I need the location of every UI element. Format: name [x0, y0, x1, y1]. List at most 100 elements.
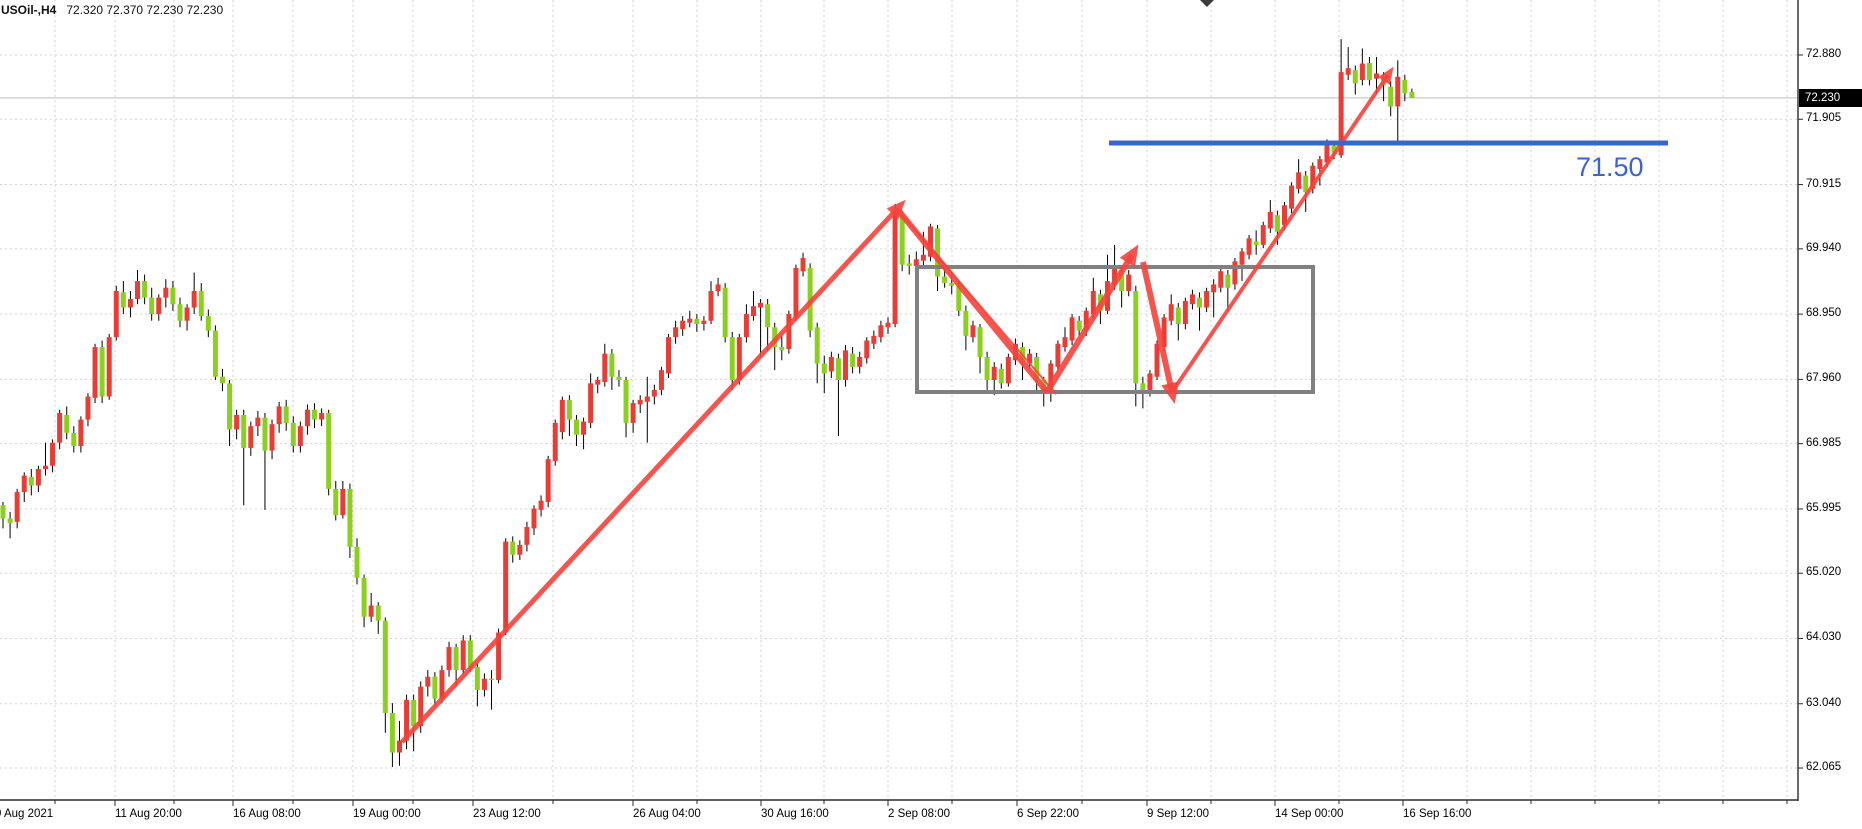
bearish-candle [835, 358, 841, 381]
bearish-candle [956, 285, 962, 311]
shift-marker-layer [1200, 0, 1214, 7]
chart-title: USOil-,H4 72.320 72.370 72.230 72.230 [1, 3, 223, 17]
bullish-candle [552, 422, 558, 462]
bullish-candle [1147, 373, 1153, 392]
bearish-candle [0, 505, 6, 519]
bearish-candle [170, 287, 176, 305]
bullish-candle [78, 419, 84, 446]
bearish-candle [942, 276, 948, 284]
price-axis-label: 62.065 [1806, 761, 1842, 774]
bearish-candle [1076, 320, 1082, 331]
bullish-candle [1154, 343, 1160, 377]
rectangle-annotation-layer [915, 265, 1315, 394]
bullish-candle [878, 325, 884, 338]
bullish-candle [715, 284, 721, 292]
bullish-candle [581, 421, 587, 435]
bearish-candle [566, 399, 572, 420]
bullish-candle [680, 320, 686, 330]
bullish-candle [1083, 310, 1089, 331]
bullish-candle [786, 314, 792, 350]
bullish-candle [743, 314, 749, 338]
bullish-candle [1359, 63, 1365, 81]
bearish-candle [1388, 86, 1394, 107]
bearish-candle [7, 518, 13, 524]
time-axis-label: 11 Aug 20:00 [115, 808, 182, 820]
bearish-candle [1119, 271, 1125, 292]
bullish-candle [1218, 271, 1224, 288]
bullish-candle [319, 412, 325, 420]
bearish-candle [984, 356, 990, 381]
bullish-candle [1345, 68, 1351, 75]
trend-line-annotation[interactable] [400, 206, 900, 744]
axes-layer [0, 0, 1803, 806]
bullish-candle [1324, 142, 1330, 163]
bearish-candle [765, 304, 771, 328]
bullish-candle [1395, 76, 1401, 107]
bullish-candle [630, 403, 636, 423]
bearish-candle [998, 368, 1004, 384]
bearish-candle [120, 292, 126, 308]
bearish-candle [1034, 356, 1040, 381]
bullish-candle [1211, 284, 1217, 293]
bearish-candle [1303, 175, 1309, 193]
hline-price-annotation-label[interactable]: 71.50 [1576, 152, 1644, 182]
bullish-candle [637, 399, 643, 405]
bullish-candle [1289, 185, 1295, 209]
bearish-candle [326, 412, 332, 489]
bearish-candle [1197, 297, 1203, 308]
price-axis-label: 66.985 [1806, 436, 1842, 449]
bearish-candle [489, 678, 495, 681]
bearish-candle [432, 676, 438, 699]
consolidation-box-annotation[interactable] [915, 265, 1315, 394]
price-axis-label: 64.030 [1806, 631, 1842, 644]
trend-line-annotation[interactable] [1170, 73, 1390, 394]
bullish-candle [1126, 274, 1132, 292]
bearish-candle [510, 541, 516, 555]
bearish-candle [1253, 241, 1259, 245]
bearish-candle [283, 406, 289, 423]
time-axis-label: 6 Sep 22:00 [1017, 808, 1080, 820]
bearish-candle [142, 281, 148, 298]
bullish-candle [404, 699, 410, 741]
bullish-candle [1260, 225, 1266, 245]
bullish-candle [871, 335, 877, 344]
bullish-candle [517, 544, 523, 555]
bullish-candle [687, 318, 693, 323]
bearish-candle [177, 304, 183, 321]
bearish-candle [729, 337, 735, 381]
bullish-candle [304, 409, 310, 427]
bullish-candle [970, 325, 976, 338]
bullish-candle [927, 226, 933, 257]
bearish-candle [241, 414, 247, 448]
bullish-candle [708, 291, 714, 321]
bullish-candle [184, 307, 190, 321]
bullish-candle [857, 356, 863, 367]
bullish-candle [156, 297, 162, 315]
bullish-candle [559, 399, 565, 433]
bearish-candle [382, 620, 388, 713]
bullish-candle [1232, 261, 1238, 285]
bearish-candle [1175, 307, 1181, 324]
bullish-candle [14, 492, 20, 522]
bearish-candle [1140, 383, 1146, 394]
bearish-candle [227, 383, 233, 430]
bullish-candle [503, 541, 509, 633]
bullish-candle [446, 647, 452, 671]
bullish-candle [50, 442, 56, 466]
bearish-candle [205, 316, 211, 331]
bearish-candle [814, 327, 820, 364]
trend-line-annotation[interactable] [1044, 253, 1135, 394]
trend-line-annotation[interactable] [1140, 261, 1175, 393]
bullish-candle [1182, 300, 1188, 324]
trend-line-arrowhead [1119, 244, 1139, 268]
bullish-candle [439, 670, 445, 699]
bullish-candle [276, 406, 282, 425]
bullish-candle [248, 426, 254, 448]
candles-layer [0, 39, 1415, 768]
bullish-candle [21, 475, 27, 493]
bullish-candle [758, 302, 764, 308]
current-price-tag: 72.230 [1799, 89, 1862, 107]
chart-shift-marker-icon[interactable] [1200, 0, 1214, 7]
trend-line-annotation[interactable] [895, 208, 1050, 394]
